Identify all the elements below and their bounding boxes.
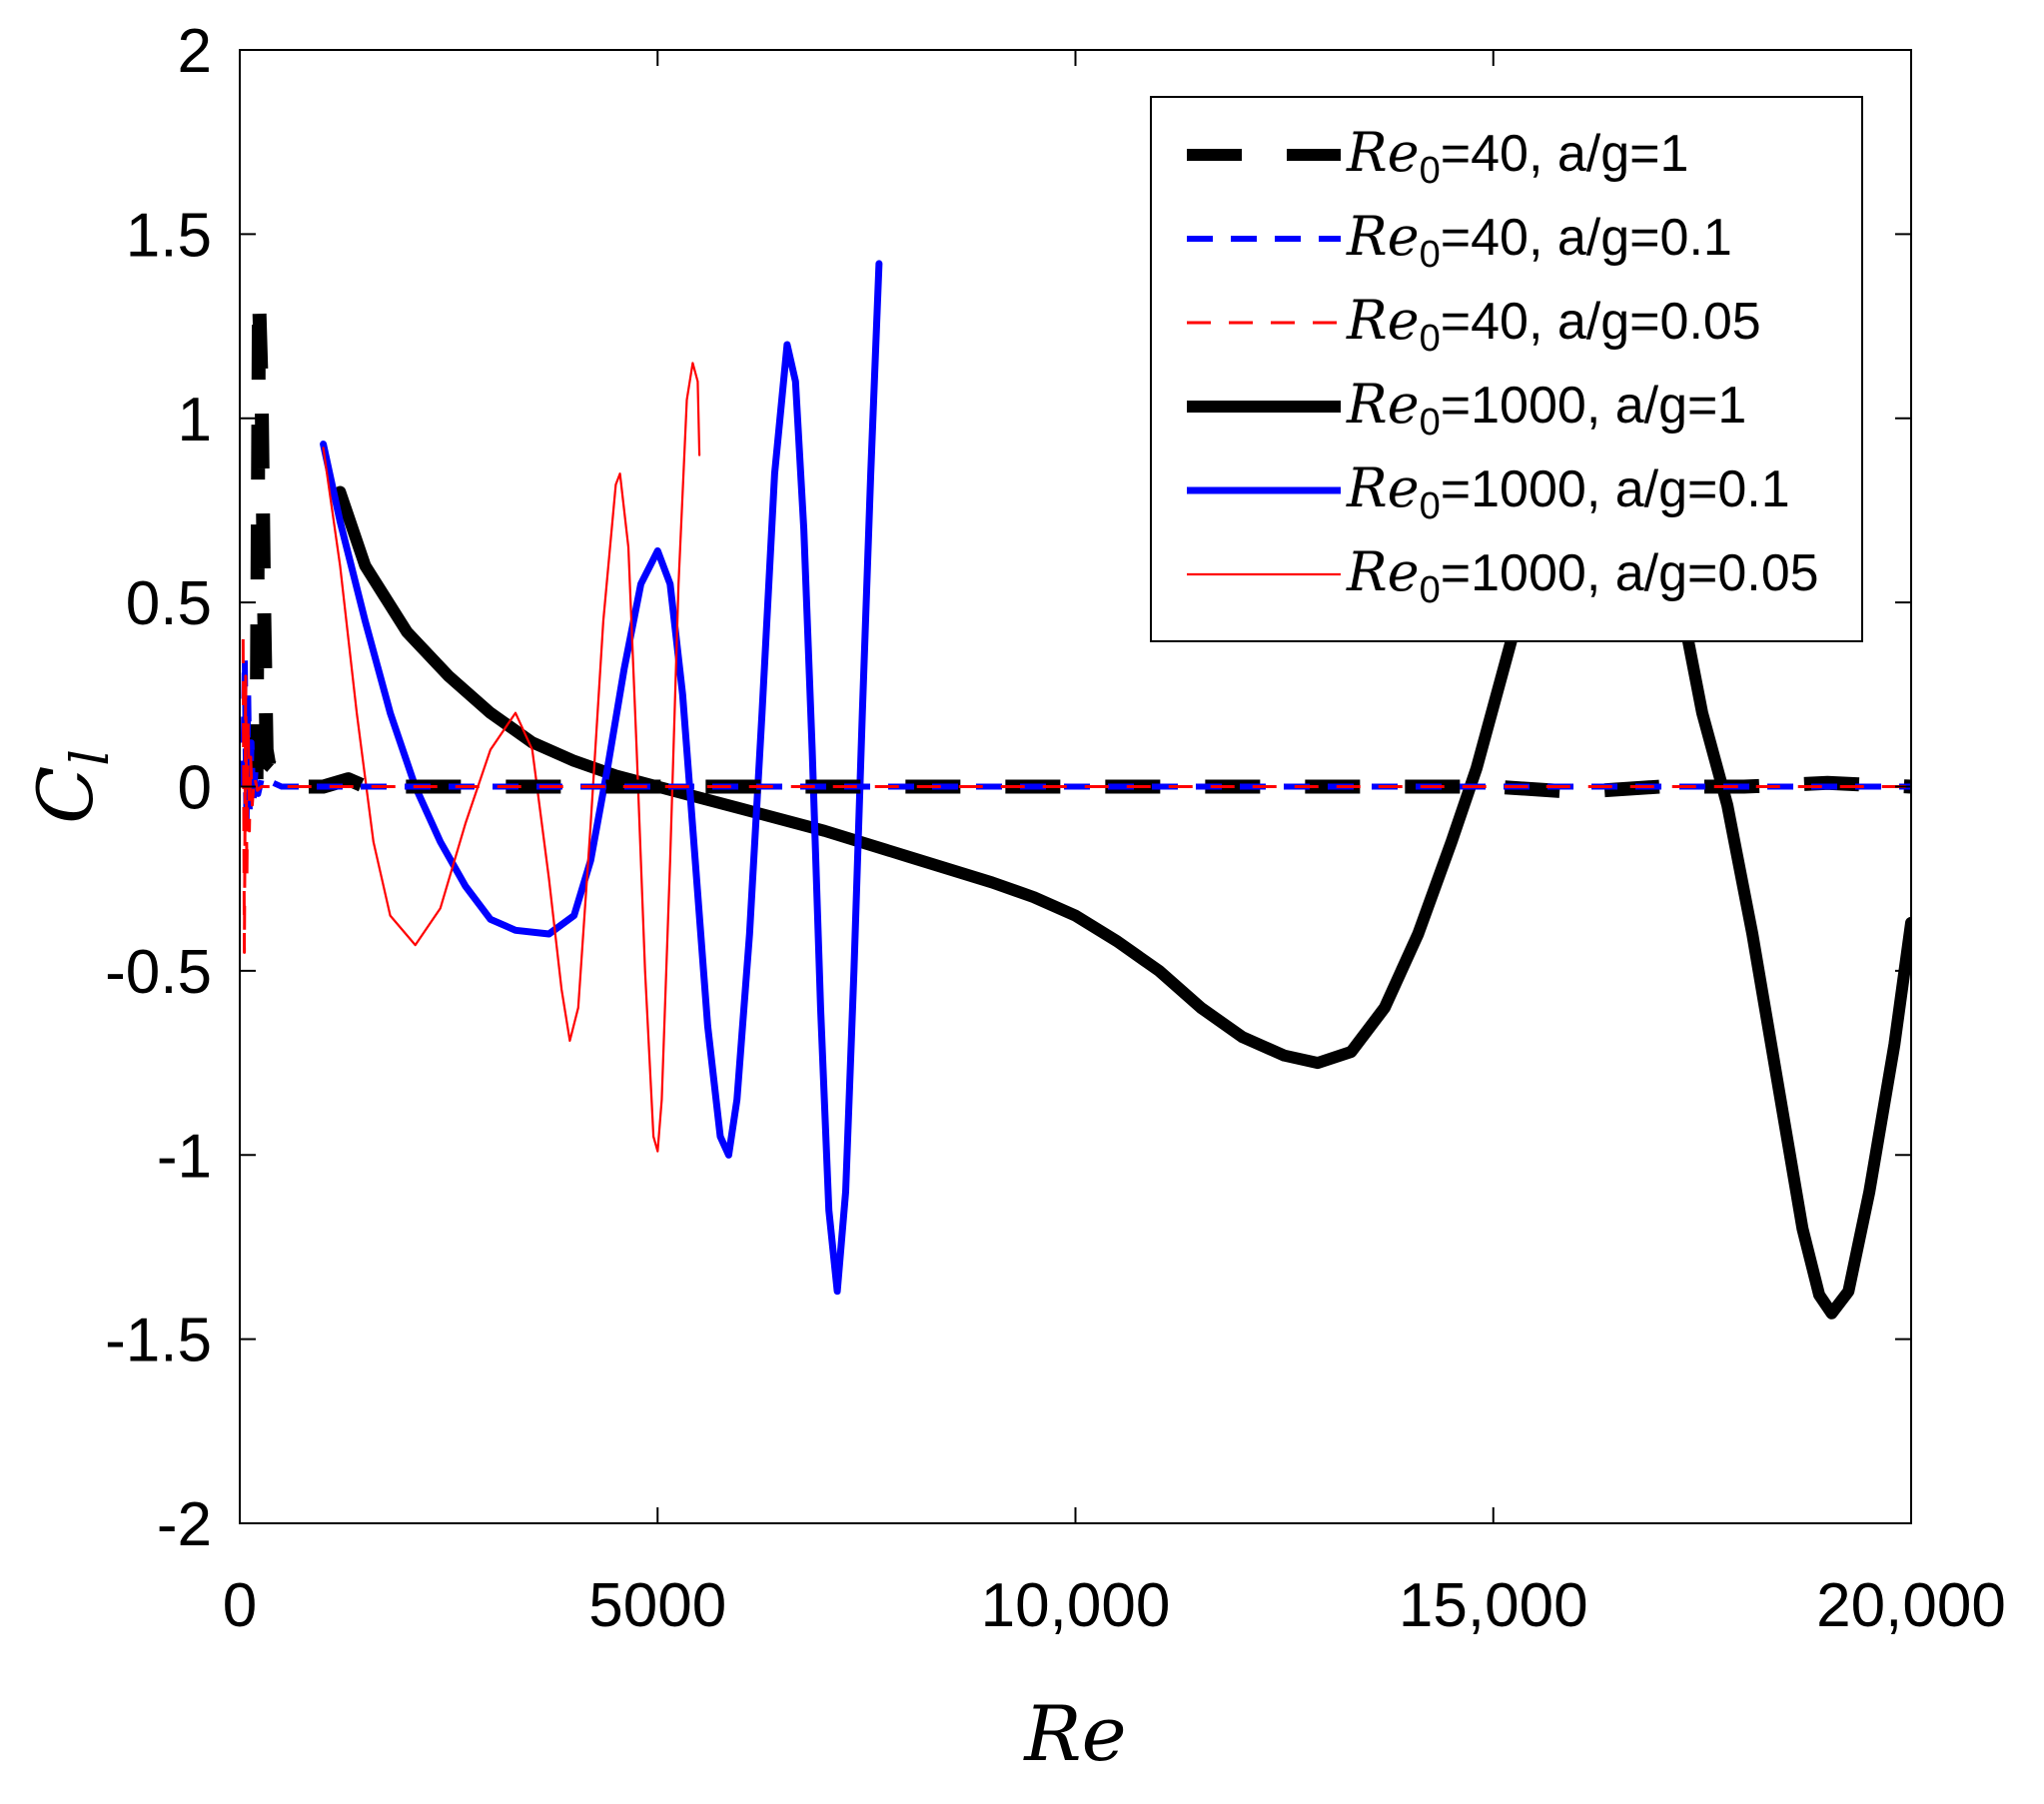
- x-tick-label-1: 5000: [588, 1571, 726, 1640]
- legend-label-2: Re0=40, a/g=0.05: [1346, 289, 1761, 360]
- y-tick-label-7: -1.5: [105, 1307, 212, 1375]
- x-tick-label-3: 15,000: [1399, 1571, 1588, 1640]
- series-line-5: [322, 362, 701, 1153]
- y-tick-label-0: 2: [178, 17, 212, 86]
- y-tick-label-8: -2: [157, 1490, 212, 1559]
- y-axis-title-main: C: [21, 766, 110, 824]
- y-axis-title-sub: l: [61, 749, 121, 766]
- x-tick-label-4: 20,000: [1816, 1571, 2006, 1640]
- legend-label-4: Re0=1000, a/g=0.1: [1346, 456, 1790, 527]
- y-tick-label-5: -0.5: [105, 938, 212, 1007]
- y-tick-label-1: 1.5: [126, 201, 212, 270]
- y-tick-label-6: -1: [157, 1122, 212, 1191]
- y-tick-label-3: 0.5: [126, 569, 212, 638]
- y-tick-label-2: 1: [178, 386, 212, 454]
- series-layer: [240, 260, 1911, 1320]
- y-axis-title: Cl: [21, 749, 121, 824]
- tick-layer: 0 5000 10,000 15,000 20,000 2 1.5 1 0.5 0 -0.5 -1 -1…: [105, 17, 2006, 1640]
- series-line-4: [320, 260, 883, 1296]
- x-axis-title: Re: [1022, 1689, 1126, 1778]
- series-line-2: [241, 638, 1911, 954]
- y-tick-label-4: 0: [178, 754, 212, 823]
- legend: Re0=40, a/g=1 Re0=40, a/g=0.1 Re0=40, a/g=…: [1150, 96, 1863, 642]
- legend-label-5: Re0=1000, a/g=0.05: [1346, 540, 1819, 611]
- legend-label-0: Re0=40, a/g=1: [1346, 121, 1688, 192]
- legend-box: [1150, 96, 1863, 642]
- legend-label-3: Re0=1000, a/g=1: [1346, 373, 1746, 444]
- x-tick-label-2: 10,000: [981, 1571, 1171, 1640]
- legend-label-1: Re0=40, a/g=0.1: [1346, 205, 1732, 276]
- series-line-0: [249, 290, 1911, 799]
- x-tick-label-0: 0: [223, 1571, 257, 1640]
